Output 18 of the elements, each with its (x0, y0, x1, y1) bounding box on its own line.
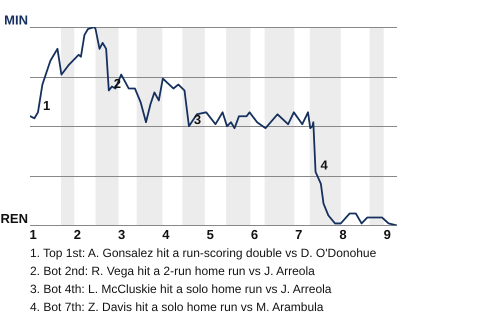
x-tick-label: 5 (206, 226, 214, 242)
x-tick-label: 8 (339, 226, 347, 242)
text: MIN (4, 12, 28, 28)
x-tick-label: 2 (74, 226, 81, 242)
text: 1. Top 1st: A. Gonsalez hit a run-scoring double vs D. O'Donohue (30, 245, 376, 262)
text: REN (0, 210, 28, 226)
text: 3. Bot 4th: L. McCluskie hit a solo home run vs J. Arreola (30, 281, 332, 298)
text: 2. Bot 2nd: R. Vega hit a 2-run home run vs J. Arreola (30, 263, 316, 280)
x-tick-label: 1 (29, 226, 37, 242)
annotation: 1 (42, 98, 50, 113)
x-tick-label: 4 (162, 226, 170, 242)
annotation: 3 (194, 112, 202, 127)
annotation: 4 (320, 157, 329, 172)
x-tick-label: 3 (118, 226, 126, 242)
x-tick-label: 7 (295, 226, 302, 242)
text: 4. Bot 7th: Z. Davis hit a solo home run vs M. Arambula (30, 299, 324, 316)
x-tick-label: 6 (250, 226, 258, 242)
x-tick-label: 9 (384, 226, 391, 242)
